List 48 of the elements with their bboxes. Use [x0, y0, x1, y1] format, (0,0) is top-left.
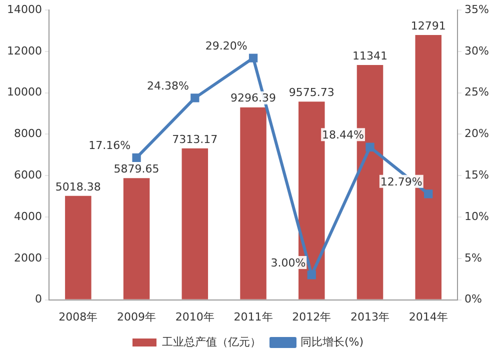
- legend-label: 同比增长(%): [300, 335, 364, 348]
- bar: [65, 196, 92, 300]
- data-label: 5018.38: [55, 180, 101, 194]
- y-tick-label: 14000: [6, 2, 42, 16]
- x-tick-label: 2013年: [350, 310, 390, 324]
- data-label: 24.38%: [146, 79, 189, 92]
- x-tick-label: 2010年: [175, 310, 214, 324]
- y-tick-label: 2000: [14, 251, 42, 264]
- data-label: 12.79%: [380, 175, 422, 188]
- y2-tick-label: 5%: [464, 251, 482, 264]
- y2-tick-label: 0%: [464, 292, 482, 306]
- bar: [240, 107, 266, 300]
- data-label: 5879.65: [114, 162, 160, 176]
- y2-tick-label: 30%: [464, 44, 490, 58]
- y-tick-label: 4000: [14, 210, 42, 223]
- point: [190, 94, 200, 102]
- data-label: 7313.17: [172, 132, 218, 146]
- x-tick-label: 2008年: [58, 310, 98, 324]
- point: [307, 270, 316, 280]
- data-label: 12791: [410, 19, 446, 32]
- point: [132, 153, 141, 162]
- y2-tick-label: 35%: [464, 2, 490, 16]
- y2-tick-label: 25%: [464, 86, 490, 99]
- x-tick-label: 2014年: [408, 310, 448, 324]
- x-tick-label: 2011年: [234, 310, 273, 324]
- point: [366, 142, 374, 152]
- data-label: 9575.73: [288, 86, 334, 99]
- x-tick-label: 2012年: [292, 310, 332, 324]
- x-tick-label: 2009年: [117, 310, 156, 324]
- point: [248, 54, 258, 62]
- data-label: 11341: [352, 49, 388, 62]
- y2-tick-label: 10%: [464, 210, 490, 223]
- point: [424, 190, 433, 198]
- data-label: 18.44%: [322, 128, 364, 142]
- y-tick-label: 0: [34, 292, 42, 306]
- bar: [123, 178, 150, 300]
- y2-tick-label: 20%: [464, 127, 490, 140]
- legend-label: 工业总产值（亿元）: [162, 335, 261, 348]
- y-tick-label: 6000: [14, 168, 42, 182]
- y2-tick-label: 15%: [464, 168, 490, 182]
- data-label: 17.16%: [88, 139, 131, 152]
- bar: [182, 148, 208, 300]
- data-label: 9296.39: [230, 92, 276, 105]
- y-tick-label: 8000: [14, 127, 42, 140]
- y-tick-label: 10000: [6, 86, 42, 99]
- data-label: 3.00%: [270, 256, 306, 270]
- y-tick-label: 12000: [6, 44, 42, 58]
- data-label: 29.20%: [205, 39, 248, 52]
